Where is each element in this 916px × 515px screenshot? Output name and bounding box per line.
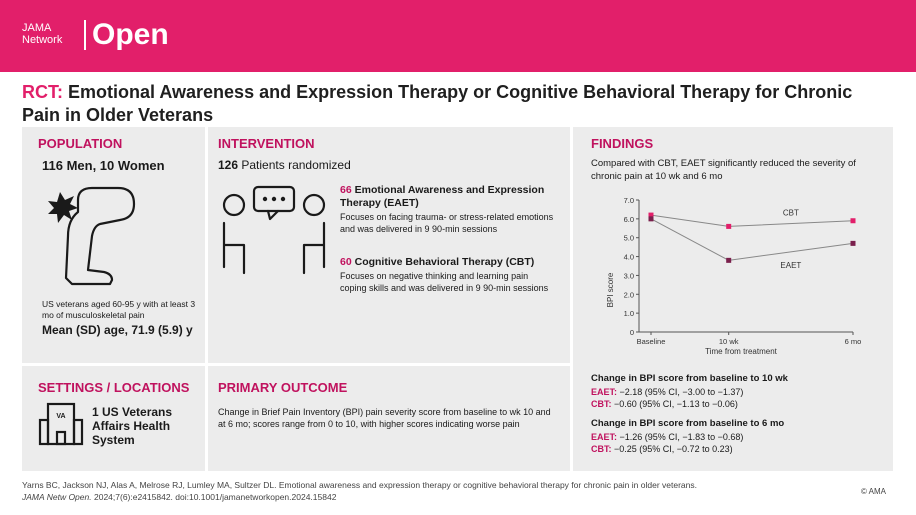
change-10wk-eaet-label: EAET: [591, 387, 618, 397]
x-tick-label: 10 wk [719, 337, 739, 346]
va-label: VA [56, 413, 65, 420]
y-tick-label: 2.0 [624, 290, 634, 299]
y-tick-label: 3.0 [624, 271, 634, 280]
intervention-panel [208, 127, 570, 363]
page-title: RCT: Emotional Awareness and Expression … [22, 81, 892, 127]
data-point-eaet [726, 257, 732, 263]
population-description: US veterans aged 60-95 y with at least 3… [42, 299, 196, 320]
y-axis-label: BPI score [606, 272, 615, 307]
brand-divider [84, 20, 86, 50]
cbt-arm-name: 60 Cognitive Behavioral Therapy (CBT) [340, 256, 555, 269]
eaet-arm-desc: Focuses on facing trauma- or stress-rela… [340, 212, 554, 234]
change-10wk: Change in BPI score from baseline to 10 … [591, 373, 881, 410]
series-label-eaet: EAET [780, 261, 801, 270]
cbt-arm-n: 60 [340, 256, 352, 268]
eaet-arm-name: 66 Emotional Awareness and Expression Th… [340, 184, 555, 210]
findings-intro: Compared with CBT, EAET significantly re… [591, 158, 856, 182]
eaet-arm-n: 66 [340, 184, 352, 196]
citation-line-2: JAMA Netw Open. 2024;7(6):e2415842. doi:… [22, 492, 842, 504]
change-6mo-title: Change in BPI score from baseline to 6 m… [591, 418, 785, 429]
knee-pain-icon [48, 186, 136, 286]
population-panel [22, 127, 205, 363]
change-6mo-cbt: CBT: −0.25 (95% CI, −0.72 to 0.23) [591, 443, 881, 455]
outcome-text: Change in Brief Pain Inventory (BPI) pai… [218, 407, 551, 429]
change-10wk-eaet-value: −2.18 (95% CI, −3.00 to −1.37) [619, 387, 744, 397]
y-tick-label: 1.0 [624, 309, 634, 318]
change-10wk-title: Change in BPI score from baseline to 10 … [591, 373, 788, 384]
data-point-eaet [850, 240, 856, 246]
x-tick-label: 6 mo [845, 337, 862, 346]
findings-heading: FINDINGS [591, 136, 654, 151]
population-count: 116 Men, 10 Women [42, 158, 165, 173]
randomized-line: 126 Patients randomized [218, 158, 351, 172]
citation-doi: 2024;7(6):e2415842. doi:10.1001/jamanetw… [93, 491, 337, 502]
outcome-heading: PRIMARY OUTCOME [218, 380, 348, 395]
y-tick-label: 7.0 [624, 196, 634, 205]
settings-heading: SETTINGS / LOCATIONS [38, 380, 190, 395]
y-tick-label: 6.0 [624, 215, 634, 224]
settings-panel [22, 366, 205, 471]
randomized-text: Patients randomized [241, 158, 351, 172]
population-age: Mean (SD) age, 71.9 (5.9) y [42, 323, 193, 337]
data-point-cbt [850, 218, 856, 224]
data-point-eaet [648, 216, 654, 222]
va-building-icon: VA [38, 402, 84, 446]
y-tick-label: 5.0 [624, 234, 634, 243]
change-10wk-cbt-value: −0.60 (95% CI, −1.13 to −0.06) [614, 399, 738, 409]
change-6mo-eaet-label: EAET: [591, 432, 618, 442]
settings-text: 1 US Veterans Affairs Health System [92, 405, 173, 447]
change-6mo-eaet-value: −1.26 (95% CI, −1.83 to −0.68) [619, 432, 744, 442]
outcome-panel [208, 366, 570, 471]
copyright: © AMA [860, 487, 886, 496]
y-tick-label: 0 [630, 328, 634, 337]
brand-network-label: JAMA Network [22, 22, 62, 46]
population-heading: POPULATION [38, 136, 123, 151]
brand-open-logo: Open [92, 18, 169, 51]
cbt-arm: 60 Cognitive Behavioral Therapy (CBT) Fo… [340, 256, 555, 294]
bpi-line-chart: BPI score Time from treatment 0 1.0 2.0 3.0… [606, 196, 862, 356]
intervention-heading: INTERVENTION [218, 136, 315, 151]
eaet-arm: 66 Emotional Awareness and Expression Th… [340, 184, 555, 235]
citation-journal: JAMA Netw Open. [22, 491, 92, 502]
series-label-cbt: CBT [783, 209, 799, 218]
therapy-conversation-icon [222, 185, 326, 275]
x-tick-label: Baseline [637, 337, 666, 346]
change-6mo-cbt-label: CBT: [591, 444, 612, 454]
title-text: Emotional Awareness and Expression Thera… [22, 82, 853, 125]
y-tick-label: 4.0 [624, 253, 634, 262]
eaet-arm-title: Emotional Awareness and Expression Thera… [340, 184, 545, 209]
x-axis-label: Time from treatment [705, 347, 777, 356]
series-line-cbt [650, 214, 854, 227]
citation: Yarns BC, Jackson NJ, Alas A, Melrose RJ… [22, 480, 842, 503]
change-10wk-eaet: EAET: −2.18 (95% CI, −3.00 to −1.37) [591, 386, 881, 398]
cbt-arm-desc: Focuses on negative thinking and learnin… [340, 271, 549, 293]
header-banner: JAMA Network Open [0, 0, 916, 72]
change-6mo-cbt-value: −0.25 (95% CI, −0.72 to 0.23) [614, 444, 733, 454]
citation-line-1: Yarns BC, Jackson NJ, Alas A, Melrose RJ… [22, 480, 697, 490]
data-point-cbt [648, 212, 654, 218]
title-prefix: RCT: [22, 82, 63, 102]
cbt-arm-title: Cognitive Behavioral Therapy (CBT) [354, 256, 535, 268]
brand-line-1: JAMA [22, 22, 52, 34]
change-6mo: Change in BPI score from baseline to 6 m… [591, 418, 881, 455]
change-6mo-eaet: EAET: −1.26 (95% CI, −1.83 to −0.68) [591, 431, 881, 443]
change-10wk-cbt: CBT: −0.60 (95% CI, −1.13 to −0.06) [591, 398, 881, 410]
findings-panel [573, 127, 893, 471]
brand-line-2: Network [22, 34, 63, 46]
data-point-cbt [726, 223, 732, 229]
change-10wk-cbt-label: CBT: [591, 399, 612, 409]
randomized-count: 126 [218, 158, 239, 172]
